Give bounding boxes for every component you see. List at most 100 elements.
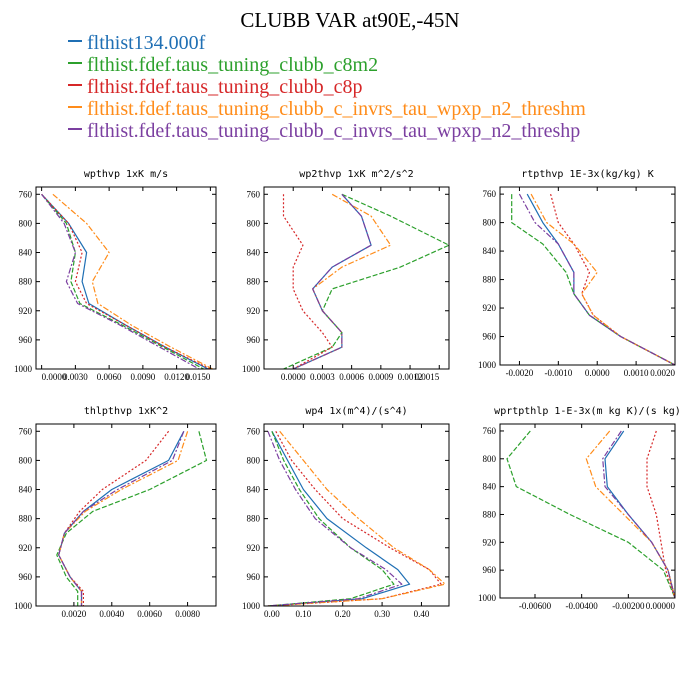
y-tick-label: 760 (247, 189, 261, 199)
x-tick-label: 0.0000 (281, 372, 306, 382)
series-group (506, 430, 675, 598)
legend-label: flthist.fdef.taus_tuning_clubb_c_invrs_t… (87, 98, 586, 120)
y-tick-label: 760 (247, 426, 261, 436)
y-tick-label: 800 (19, 218, 33, 228)
series-line-1 (526, 193, 675, 365)
x-tick-label: -0.00400 (566, 601, 599, 611)
panel-title: wp2thvp 1xK m^2/s^2 (299, 169, 413, 180)
y-tick-label: 840 (483, 482, 497, 492)
y-tick-label: 760 (483, 426, 497, 436)
legend: flthist134.000f flthist.fdef.taus_tuning… (68, 32, 586, 142)
y-tick-label: 760 (19, 426, 33, 436)
x-tick-label: 0.0040 (99, 609, 124, 619)
legend-swatch (68, 84, 82, 87)
legend-label: flthist.fdef.taus_tuning_clubb_c_invrs_t… (87, 120, 581, 142)
panel-6: wprtpthlp 1-E-3x(m kg K)/(s kg) 760 800 840… (478, 406, 681, 611)
series-line-5 (602, 430, 675, 598)
y-tick-label: 840 (483, 246, 497, 256)
y-tick-label: 960 (247, 572, 261, 582)
y-tick-label: 840 (247, 248, 261, 258)
series-line-3 (41, 193, 211, 369)
series-line-2 (511, 194, 675, 365)
y-tick-label: 800 (247, 218, 261, 228)
x-tick-label: 0.20 (335, 609, 351, 619)
series-line-5 (267, 431, 403, 606)
panel-title: wp4 1x(m^4)/(s^4) (305, 406, 407, 417)
panel-frame (263, 423, 450, 607)
legend-entry: flthist.fdef.taus_tuning_clubb_c_invrs_t… (68, 120, 586, 142)
legend-label: flthist.fdef.taus_tuning_clubb_c8p (87, 76, 363, 98)
x-tick-label: 0.0003 (310, 372, 335, 382)
series-line-2 (283, 193, 449, 369)
panel-title: wprtpthlp 1-E-3x(m kg K)/(s kg) (494, 406, 681, 417)
legend-swatch (68, 106, 82, 109)
panel-1: wpthvp 1xK m/s 760 800 840 880 920 960 1000 0.00… (14, 169, 217, 382)
series-line-4 (530, 193, 675, 365)
panel-title: rtpthvp 1E-3x(kg/kg) K (521, 169, 653, 180)
y-tick-label: 800 (483, 218, 497, 228)
x-tick-label: 0.0080 (175, 609, 200, 619)
y-tick-label: 880 (483, 275, 497, 285)
y-tick-label: 920 (483, 303, 497, 313)
panel-frame (499, 186, 676, 366)
legend-swatch (68, 40, 82, 43)
panel-5: wp4 1x(m^4)/(s^4)76080084088092096010000… (242, 406, 450, 619)
y-tick-label: 1000 (14, 601, 33, 611)
series-line-2 (506, 430, 675, 598)
series-line-2 (267, 431, 395, 606)
series-line-4 (267, 430, 446, 606)
y-tick-label: 960 (19, 572, 33, 582)
legend-label: flthist.fdef.taus_tuning_clubb_c8m2 (87, 54, 379, 76)
panel-frame (263, 186, 450, 370)
page-title: CLUBB VAR at90E,-45N (240, 8, 460, 32)
x-tick-label: 0.0020 (650, 368, 675, 378)
series-line-4 (585, 430, 675, 598)
x-tick-label: -0.00200 (612, 601, 645, 611)
x-tick-label: 0.0020 (62, 609, 87, 619)
series-group (282, 193, 449, 369)
series-line-2 (56, 431, 208, 606)
series-line-4 (58, 431, 189, 606)
y-tick-label: 800 (19, 455, 33, 465)
y-tick-label: 920 (19, 306, 33, 316)
y-tick-label: 800 (483, 454, 497, 464)
series-group (56, 430, 208, 606)
y-tick-label: 920 (247, 306, 261, 316)
y-tick-label: 920 (19, 543, 33, 553)
x-tick-label: 0.10 (295, 609, 311, 619)
x-tick-label: 0.0060 (97, 372, 122, 382)
panel-frame (499, 423, 676, 599)
y-tick-label: 840 (19, 248, 33, 258)
x-tick-label: -0.0020 (506, 368, 534, 378)
legend-entry: flthist.fdef.taus_tuning_clubb_c_invrs_t… (68, 98, 586, 120)
x-tick-label: 0.0015 (415, 372, 440, 382)
x-tick-label: 0.0030 (63, 372, 88, 382)
y-tick-label: 760 (483, 189, 497, 199)
legend-entry: flthist.fdef.taus_tuning_clubb_c8p (68, 76, 586, 98)
series-line-3 (58, 430, 170, 606)
y-tick-label: 760 (19, 189, 33, 199)
series-group (41, 193, 213, 369)
y-tick-label: 960 (483, 565, 497, 575)
x-tick-label: 0.00000 (646, 601, 676, 611)
series-line-5 (41, 193, 200, 369)
y-tick-label: 840 (19, 485, 33, 495)
y-tick-label: 920 (247, 543, 261, 553)
series-line-3 (267, 431, 442, 606)
x-tick-label: 0.30 (374, 609, 390, 619)
series-line-3 (646, 430, 675, 598)
x-tick-label: 0.0000 (585, 368, 610, 378)
panel-title: wpthvp 1xK m/s (84, 169, 168, 180)
x-tick-label: 0.0009 (368, 372, 393, 382)
panel-4: thlpthvp 1xK^2 760 800 840 880 920 960 1000 0.00… (14, 406, 217, 619)
series-line-1 (58, 431, 185, 606)
series-group (511, 193, 675, 365)
y-tick-label: 880 (247, 277, 261, 287)
y-tick-label: 1000 (242, 364, 261, 374)
y-tick-label: 920 (483, 537, 497, 547)
y-tick-label: 800 (247, 455, 261, 465)
legend-entry: flthist.fdef.taus_tuning_clubb_c8m2 (68, 54, 586, 76)
x-tick-label: 0.0060 (137, 609, 162, 619)
y-tick-label: 880 (19, 514, 33, 524)
